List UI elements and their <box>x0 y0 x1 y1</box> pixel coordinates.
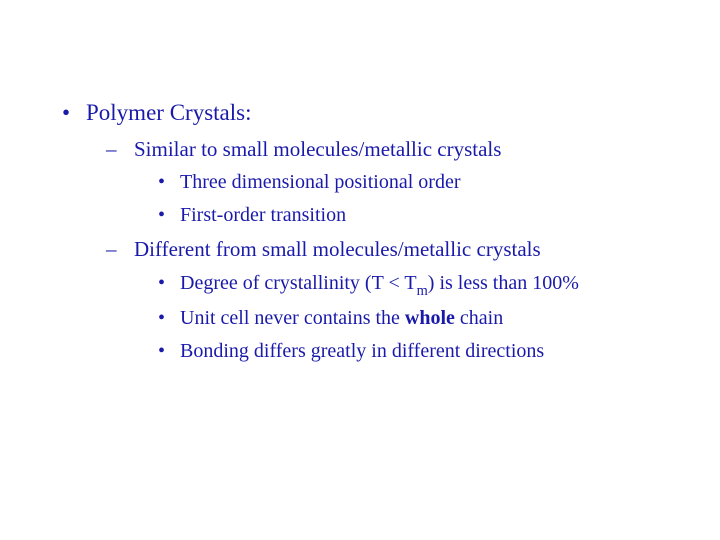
bullet-text-prefix: Degree of crystallinity (T < T <box>180 272 417 294</box>
bullet-list-level2: Similar to small molecules/metallic crys… <box>86 133 680 367</box>
list-item: Unit cell never contains the whole chain <box>152 303 680 334</box>
bullet-text-prefix: Unit cell never contains the <box>180 307 405 329</box>
bullet-text: Different from small molecules/metallic … <box>134 237 541 261</box>
slide-content: Polymer Crystals: Similar to small molec… <box>0 0 720 367</box>
list-item: Polymer Crystals: Similar to small molec… <box>58 95 680 367</box>
subscript: m <box>417 283 428 299</box>
bullet-text-suffix: chain <box>455 307 503 329</box>
bullet-text-suffix: ) is less than 100% <box>428 272 579 294</box>
bullet-list-level1: Polymer Crystals: Similar to small molec… <box>58 95 680 367</box>
list-item: Different from small molecules/metallic … <box>100 233 680 367</box>
bullet-text: Polymer Crystals: <box>86 100 251 125</box>
bullet-list-level3: Three dimensional positional order First… <box>134 167 680 231</box>
bullet-text: Bonding differs greatly in different dir… <box>180 340 544 362</box>
bullet-list-level3: Degree of crystallinity (T < Tm) is less… <box>134 268 680 367</box>
bold-text: whole <box>405 307 455 329</box>
bullet-text: First-order transition <box>180 204 346 226</box>
list-item: Degree of crystallinity (T < Tm) is less… <box>152 268 680 301</box>
list-item: Bonding differs greatly in different dir… <box>152 336 680 367</box>
bullet-text: Three dimensional positional order <box>180 171 460 193</box>
list-item: Three dimensional positional order <box>152 167 680 198</box>
bullet-text: Similar to small molecules/metallic crys… <box>134 137 501 161</box>
list-item: Similar to small molecules/metallic crys… <box>100 133 680 232</box>
list-item: First-order transition <box>152 200 680 231</box>
